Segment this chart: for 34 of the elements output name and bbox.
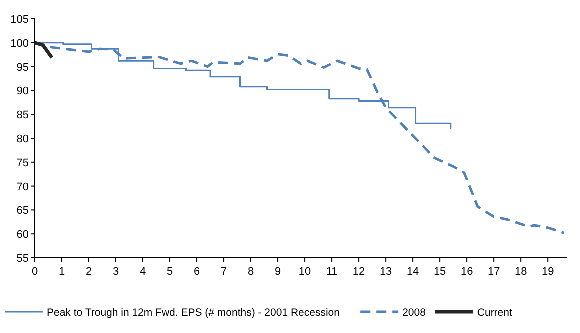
y-tick-label: 95 xyxy=(16,62,29,74)
x-tick-label: 19 xyxy=(542,266,554,278)
x-tick-label: 9 xyxy=(274,266,282,278)
x-tick-label: 10 xyxy=(298,266,312,278)
x-tick-label: 0 xyxy=(32,266,38,278)
legend-label: 2008 xyxy=(402,307,426,319)
y-tick-label: 65 xyxy=(16,205,29,218)
x-tick-label: 4 xyxy=(140,266,146,278)
x-tick-label: 14 xyxy=(406,266,420,278)
x-tick-label: 3 xyxy=(112,266,120,278)
legend-label: Peak to Trough in 12m Fwd. EPS (# months) - 2001 Recession xyxy=(47,307,340,319)
x-tick-label: 12 xyxy=(352,266,366,278)
x-tick-label: 6 xyxy=(194,266,200,278)
x-tick-label: 18 xyxy=(514,266,528,278)
x-tick-label: 2 xyxy=(86,266,92,278)
x-tick-label: 7 xyxy=(220,266,228,278)
y-tick-label: 55 xyxy=(16,253,29,265)
x-tick-label: 13 xyxy=(380,266,392,278)
y-tick-label: 60 xyxy=(16,229,29,242)
y-tick-label: 75 xyxy=(16,157,29,170)
x-tick-label: 1 xyxy=(58,266,66,278)
y-tick-label: 100 xyxy=(10,38,29,50)
x-tick-label: 15 xyxy=(434,266,446,278)
x-tick-label: 5 xyxy=(166,266,174,278)
legend-label: Current xyxy=(477,307,512,319)
x-tick-label: 16 xyxy=(460,266,474,278)
x-tick-label: 11 xyxy=(326,266,338,278)
y-tick-label: 80 xyxy=(16,134,29,146)
y-tick-label: 90 xyxy=(16,86,29,98)
y-tick-label: 105 xyxy=(10,14,29,26)
x-tick-label: 17 xyxy=(488,266,500,278)
y-tick-label: 85 xyxy=(16,110,29,122)
y-tick-label: 70 xyxy=(16,181,29,194)
x-tick-label: 8 xyxy=(248,266,254,278)
